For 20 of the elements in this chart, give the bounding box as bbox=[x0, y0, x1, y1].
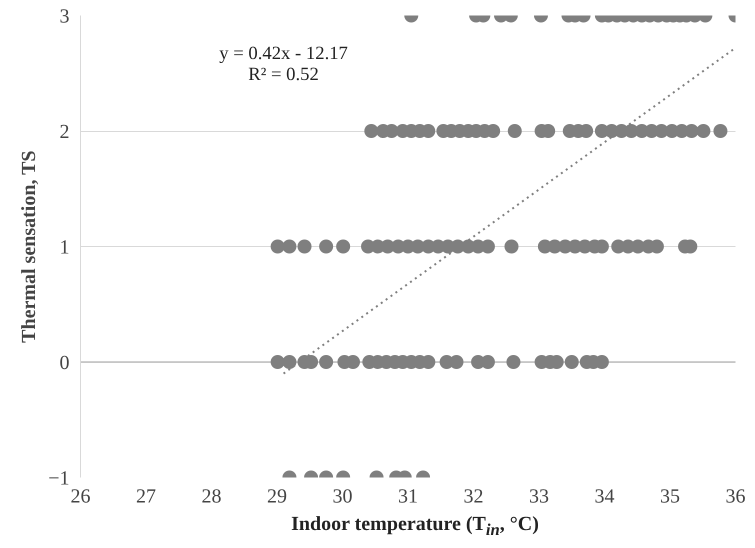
x-tick-label: 35 bbox=[660, 486, 680, 508]
y-tick-label: 3 bbox=[60, 6, 70, 28]
x-tick-label: 28 bbox=[202, 486, 222, 508]
y-axis-title: Thermal sensation, TS bbox=[18, 150, 40, 343]
x-tick-label: 31 bbox=[398, 486, 418, 508]
annotation: R² = 0.52 bbox=[248, 64, 319, 85]
y-tick-label: 0 bbox=[60, 352, 70, 374]
x-tick-label: 27 bbox=[136, 486, 156, 508]
y-tick-label: 1 bbox=[60, 236, 70, 258]
x-tick-label: 32 bbox=[464, 486, 484, 508]
x-tick-label: 33 bbox=[529, 486, 549, 508]
x-tick-label: 30 bbox=[332, 486, 352, 508]
x-axis-title: Indoor temperature (T$_{in}$, °C) bbox=[290, 512, 540, 541]
x-tick-label: 36 bbox=[726, 486, 746, 508]
y-tick-label: −1 bbox=[48, 468, 70, 490]
x-tick-label: 29 bbox=[267, 486, 287, 508]
annotation: y = 0.42x - 12.17 bbox=[219, 43, 348, 64]
y-tick-label: 2 bbox=[60, 121, 70, 143]
x-tick-label: 26 bbox=[70, 486, 90, 508]
x-tick-label: 34 bbox=[594, 486, 614, 508]
